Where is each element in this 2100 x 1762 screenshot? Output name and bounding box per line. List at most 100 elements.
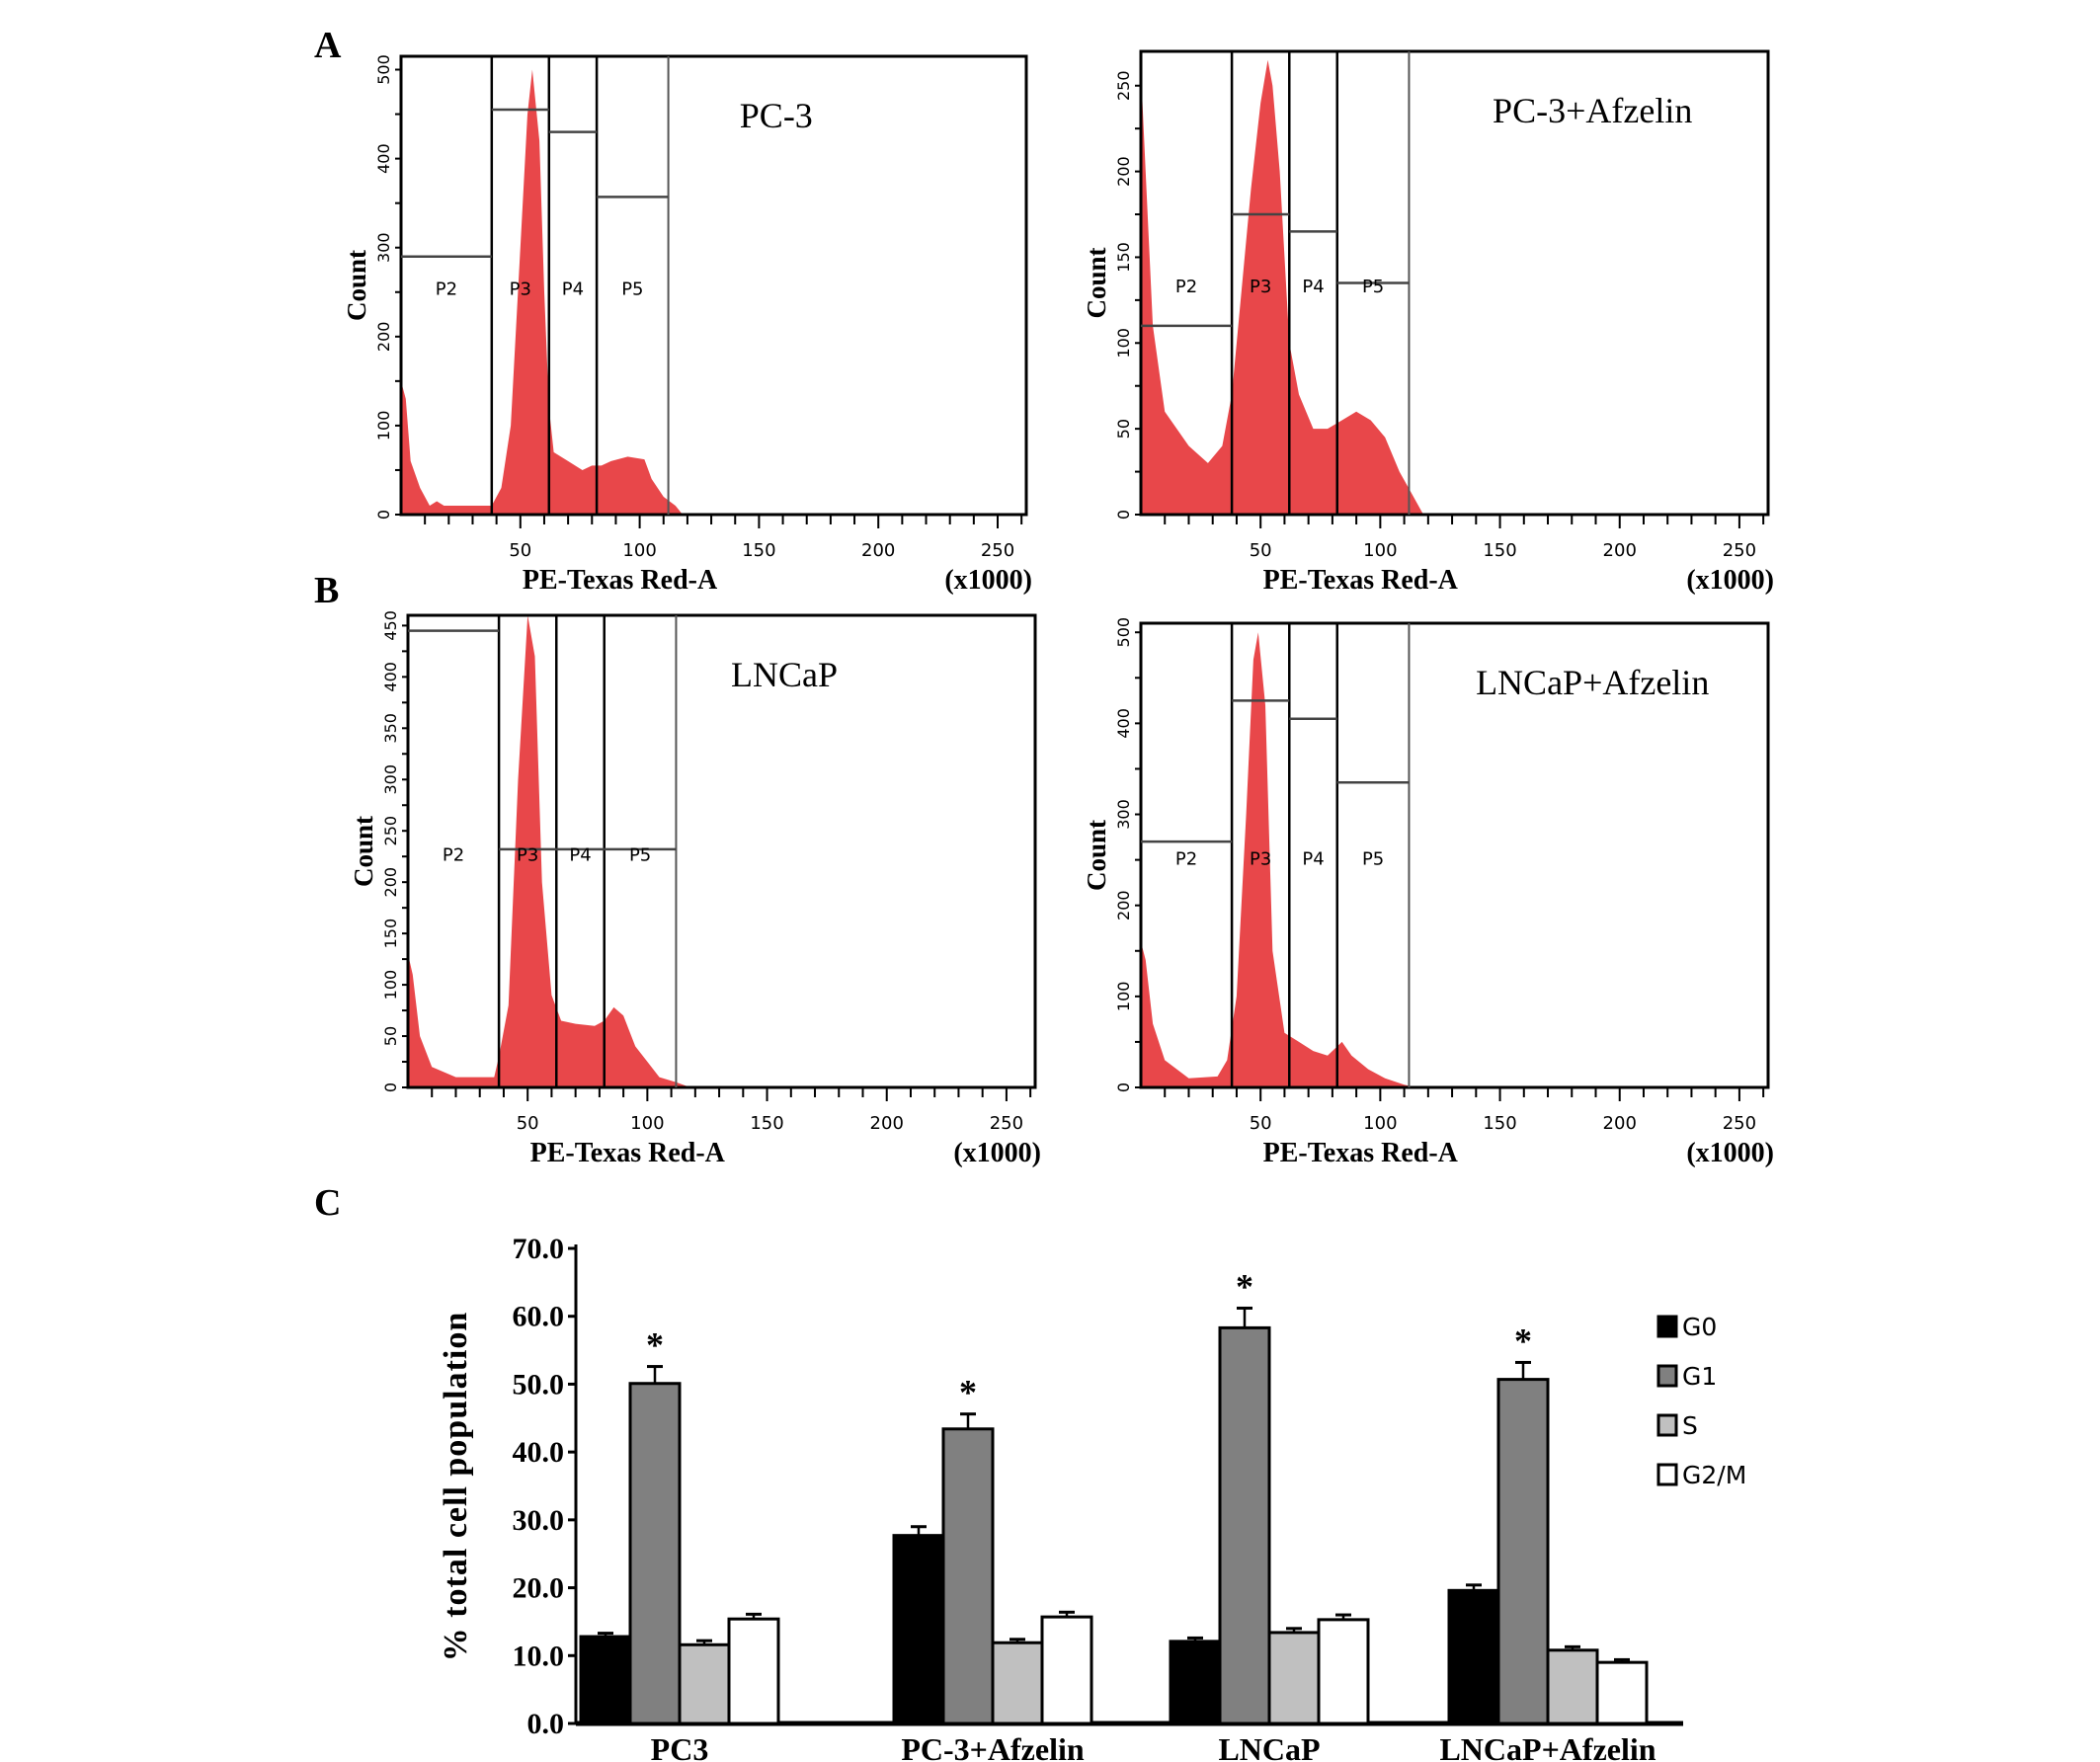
histogram-2: P2 P3 P4 P5 50 100 150 200 250 0 50 100 150 200 250 Cou… bbox=[1082, 49, 1774, 596]
plot-frame bbox=[1139, 49, 1770, 517]
x-tick-label: 250 bbox=[1723, 1113, 1756, 1134]
bar-g0 bbox=[892, 1534, 945, 1725]
gate-p4: P4 bbox=[548, 56, 599, 515]
significance-marker: * bbox=[1236, 1266, 1253, 1306]
y-tick-label: 400 bbox=[1114, 708, 1133, 739]
gate-p3: P3 bbox=[1232, 51, 1291, 515]
gate-label: P5 bbox=[1362, 848, 1384, 869]
y-tick-label: 0.0 bbox=[527, 1708, 565, 1740]
gate-p5: P5 bbox=[1336, 623, 1411, 1087]
y-tick-label: 150 bbox=[1114, 242, 1133, 273]
gate-p5: P5 bbox=[1336, 51, 1411, 515]
y-tick-label: 200 bbox=[381, 867, 400, 898]
gate-p2: P2 bbox=[408, 615, 501, 1087]
gate-label: P3 bbox=[1250, 848, 1271, 869]
histogram-area bbox=[1141, 59, 1423, 515]
y-tick-label: 400 bbox=[381, 662, 400, 692]
legend-swatch bbox=[1656, 1413, 1678, 1437]
bar-g0 bbox=[1447, 1588, 1500, 1725]
category-label: LNCaP bbox=[1218, 1731, 1320, 1762]
bar-g0 bbox=[1169, 1640, 1222, 1725]
x-axis-unit: (x1000) bbox=[1686, 565, 1774, 596]
x-axis-unit: (x1000) bbox=[1686, 1138, 1774, 1168]
bar-g1 bbox=[1218, 1325, 1271, 1725]
panel-label-c: C bbox=[314, 1182, 341, 1224]
gate-label: P2 bbox=[443, 845, 464, 866]
gate-p2: P2 bbox=[401, 56, 494, 515]
gate-label: P2 bbox=[436, 279, 457, 299]
bar-g1 bbox=[628, 1382, 682, 1725]
bar-g1 bbox=[941, 1427, 995, 1725]
y-tick-label: 50.0 bbox=[513, 1368, 565, 1401]
x-tick-label: 250 bbox=[1723, 540, 1756, 561]
significance-marker: * bbox=[1514, 1321, 1532, 1360]
x-tick-label: 150 bbox=[742, 540, 775, 561]
y-tick-label: 30.0 bbox=[513, 1504, 565, 1537]
legend-label: G1 bbox=[1682, 1362, 1717, 1391]
y-tick-label: 20.0 bbox=[513, 1572, 565, 1605]
category-label: PC3 bbox=[651, 1731, 709, 1762]
gate-p2: P2 bbox=[1141, 51, 1234, 515]
y-tick-label: 450 bbox=[381, 610, 400, 641]
gate-p5: P5 bbox=[604, 615, 678, 1087]
y-axis-label: Count bbox=[1082, 820, 1111, 891]
bar-s bbox=[678, 1642, 731, 1725]
panel-label-a: A bbox=[314, 25, 342, 66]
bar-g2m bbox=[1595, 1660, 1649, 1725]
gate-label: P4 bbox=[569, 845, 591, 866]
plot-title: PC-3 bbox=[740, 96, 813, 135]
y-tick-label: 250 bbox=[1114, 70, 1133, 101]
y-tick-label: 400 bbox=[374, 143, 393, 174]
y-tick-label: 200 bbox=[1114, 156, 1133, 187]
y-tick-label: 0 bbox=[374, 510, 393, 520]
legend-label: G0 bbox=[1682, 1313, 1717, 1341]
y-tick-label: 100 bbox=[381, 970, 400, 1001]
gate-p3: P3 bbox=[1232, 623, 1291, 1087]
gate-label: P5 bbox=[1362, 277, 1384, 297]
y-tick-label: 300 bbox=[1114, 799, 1133, 830]
bar-s bbox=[1546, 1648, 1599, 1725]
legend-swatch bbox=[1656, 1364, 1678, 1388]
y-tick-label: 0 bbox=[1114, 1082, 1133, 1092]
x-tick-label: 100 bbox=[630, 1113, 664, 1134]
x-tick-label: 150 bbox=[1483, 1113, 1516, 1134]
bar-s bbox=[991, 1641, 1044, 1725]
plot-title: LNCaP+Afzelin bbox=[1476, 663, 1709, 702]
histogram-1: P2 P3 P4 P5 50 100 150 200 250 0 100 200 300 400 500 Co… bbox=[342, 54, 1032, 596]
gate-p4: P4 bbox=[556, 615, 606, 1087]
x-axis-unit: (x1000) bbox=[953, 1138, 1041, 1168]
y-tick-label: 200 bbox=[1114, 890, 1133, 921]
bar-g0 bbox=[579, 1635, 632, 1725]
gate-p5: P5 bbox=[597, 56, 670, 515]
x-tick-label: 200 bbox=[1603, 1113, 1637, 1134]
plot-frame bbox=[399, 54, 1028, 517]
plot-frame bbox=[406, 613, 1037, 1089]
panel-label-b: B bbox=[314, 570, 339, 611]
gate-label: P2 bbox=[1175, 277, 1197, 297]
y-tick-label: 200 bbox=[374, 322, 393, 353]
gate-label: P3 bbox=[517, 845, 538, 866]
x-tick-label: 50 bbox=[517, 1113, 539, 1134]
bar-s bbox=[1267, 1631, 1321, 1725]
x-tick-label: 200 bbox=[1603, 540, 1637, 561]
y-axis-label: Count bbox=[342, 250, 371, 321]
y-tick-label: 150 bbox=[381, 919, 400, 949]
y-tick-label: 300 bbox=[381, 764, 400, 795]
gate-label: P5 bbox=[629, 845, 651, 866]
y-tick-label: 350 bbox=[381, 713, 400, 744]
x-axis-label: PE-Texas Red-A bbox=[523, 565, 718, 596]
gate-label: P3 bbox=[510, 279, 531, 299]
significance-marker: * bbox=[646, 1325, 664, 1365]
x-axis-label: PE-Texas Red-A bbox=[1263, 1138, 1459, 1168]
y-tick-label: 100 bbox=[1114, 982, 1133, 1012]
y-axis-label: Count bbox=[349, 816, 378, 887]
y-tick-label: 250 bbox=[381, 816, 400, 846]
x-tick-label: 250 bbox=[990, 1113, 1023, 1134]
y-tick-label: 500 bbox=[374, 54, 393, 85]
x-tick-label: 50 bbox=[1250, 540, 1272, 561]
legend-swatch bbox=[1656, 1463, 1678, 1486]
bar-g1 bbox=[1496, 1378, 1550, 1725]
gate-label: P4 bbox=[1302, 277, 1324, 297]
histogram-3: P2 P3 P4 P5 50 100 150 200 250 0 50 100 150 200 250 300… bbox=[349, 610, 1041, 1168]
